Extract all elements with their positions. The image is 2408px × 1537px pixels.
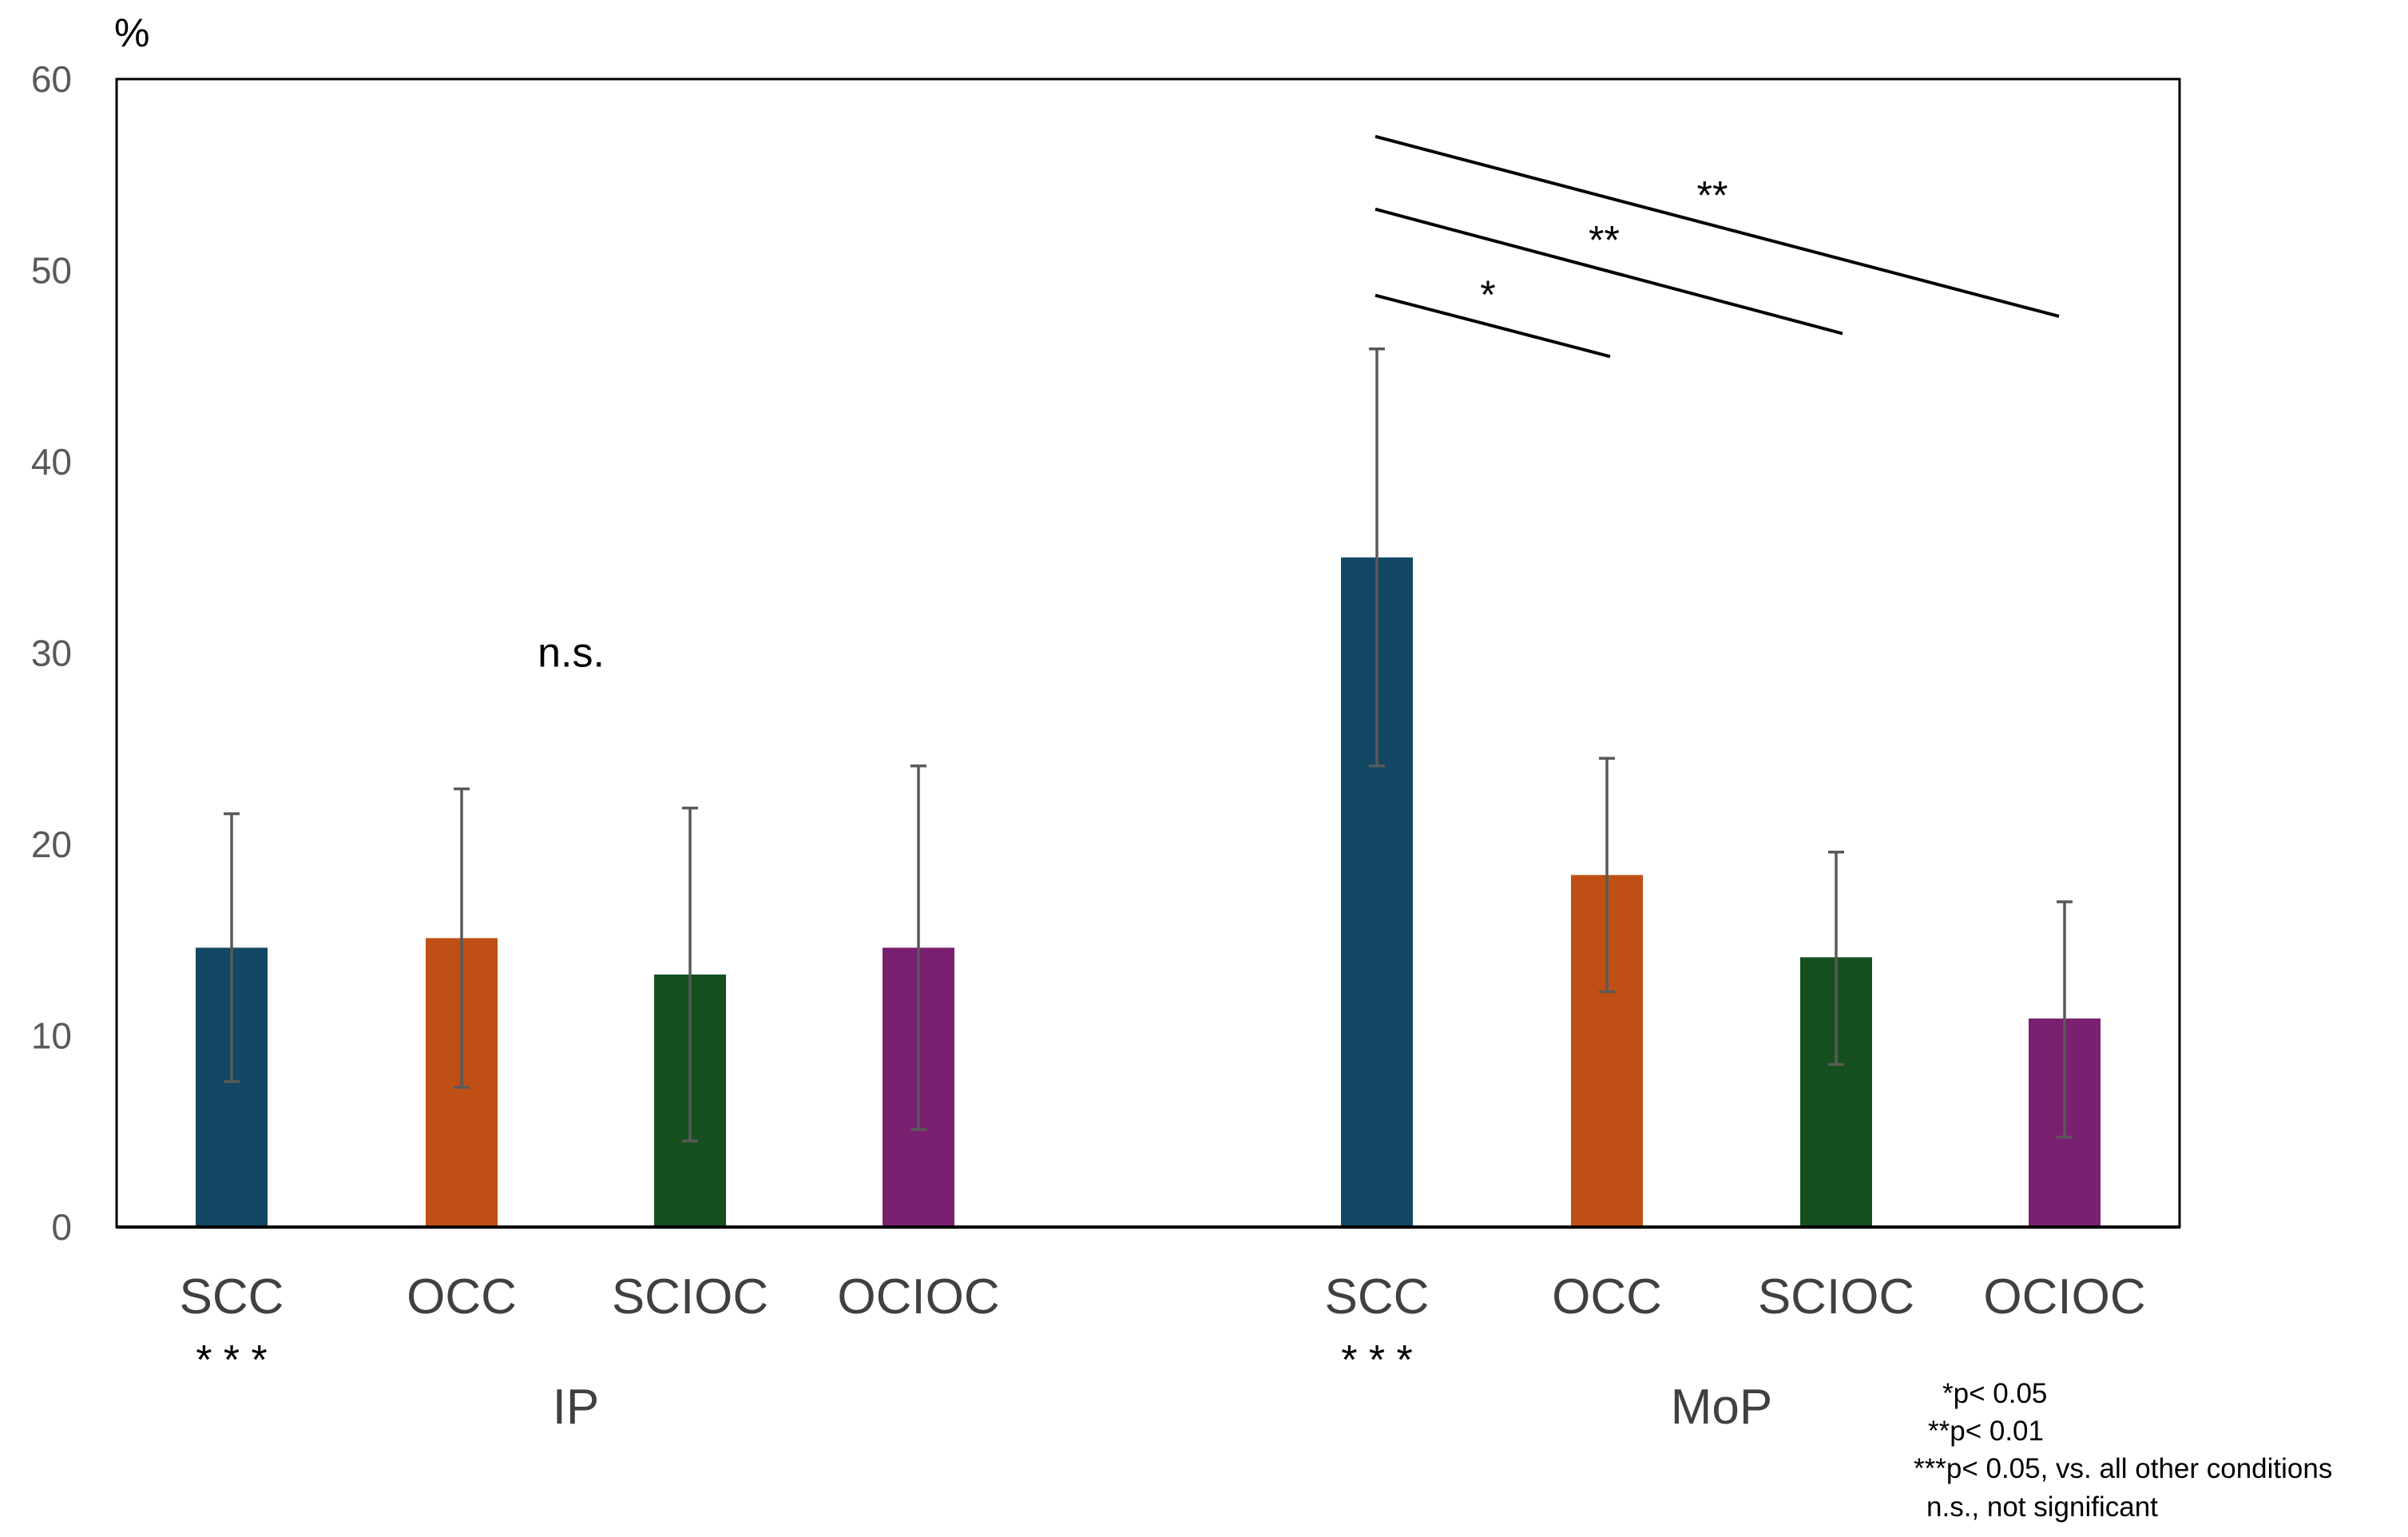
- significance-line: [1375, 293, 1611, 359]
- legend-notes: *p< 0.05 **p< 0.01 ***p< 0.05, vs. all oth…: [1914, 1378, 2332, 1523]
- error-bar-mop-ocioc: [2057, 900, 2073, 1139]
- significance-stars: * * *: [1341, 1337, 1413, 1384]
- error-bar-mop-scc: [1369, 347, 1385, 768]
- significance-layer: *****: [1375, 134, 2060, 359]
- category-label: SCIOC: [1758, 1269, 1914, 1325]
- y-tick-label: 30: [31, 633, 72, 674]
- y-tick-label: 40: [31, 441, 72, 483]
- legend-note: **p< 0.01: [1928, 1416, 2044, 1447]
- bars-layer: [196, 347, 2101, 1227]
- error-bar-mop-scioc: [1828, 850, 1844, 1066]
- category-label: SCC: [1325, 1269, 1430, 1325]
- group-label: IP: [553, 1380, 600, 1435]
- category-label: SCIOC: [612, 1269, 768, 1325]
- not-significant-annotation: n.s.: [538, 630, 605, 677]
- labels-layer: SCC * * * OCC SCIOC OCIOC IP n.s. SCC * * * OCC SC…: [180, 630, 2146, 1436]
- axis-layer: 0 10 20 30 40 50 60: [31, 58, 2181, 1248]
- y-tick-label: 20: [31, 824, 72, 865]
- y-tick-label: 0: [51, 1206, 72, 1248]
- error-bar-mop-occ: [1599, 757, 1615, 994]
- legend-note: *p< 0.05: [1942, 1378, 2047, 1409]
- significance-label: **: [1589, 218, 1620, 263]
- significance-line: [1375, 207, 1843, 336]
- error-bar-ip-scc: [224, 812, 240, 1083]
- group-label: MoP: [1671, 1380, 1772, 1435]
- significance-label: **: [1697, 173, 1728, 217]
- significance-stars: * * *: [196, 1337, 268, 1384]
- legend-note: ***p< 0.05, vs. all other conditions: [1914, 1453, 2332, 1484]
- error-bar-ip-ocioc: [910, 765, 926, 1131]
- error-bar-ip-occ: [454, 787, 470, 1089]
- y-tick-label: 50: [31, 250, 72, 292]
- y-tick-label: 60: [31, 58, 72, 100]
- category-label: OCIOC: [1983, 1269, 2145, 1325]
- category-label: SCC: [180, 1269, 284, 1325]
- category-label: OCC: [1552, 1269, 1662, 1325]
- error-bar-ip-scioc: [682, 806, 698, 1142]
- y-axis-unit: %: [114, 10, 149, 55]
- y-tick-label: 10: [31, 1015, 72, 1057]
- legend-note: n.s., not significant: [1926, 1491, 2158, 1523]
- category-label: OCIOC: [837, 1269, 999, 1325]
- significance-line: [1375, 134, 2060, 318]
- significance-label: *: [1480, 272, 1495, 317]
- category-label: OCC: [407, 1269, 517, 1325]
